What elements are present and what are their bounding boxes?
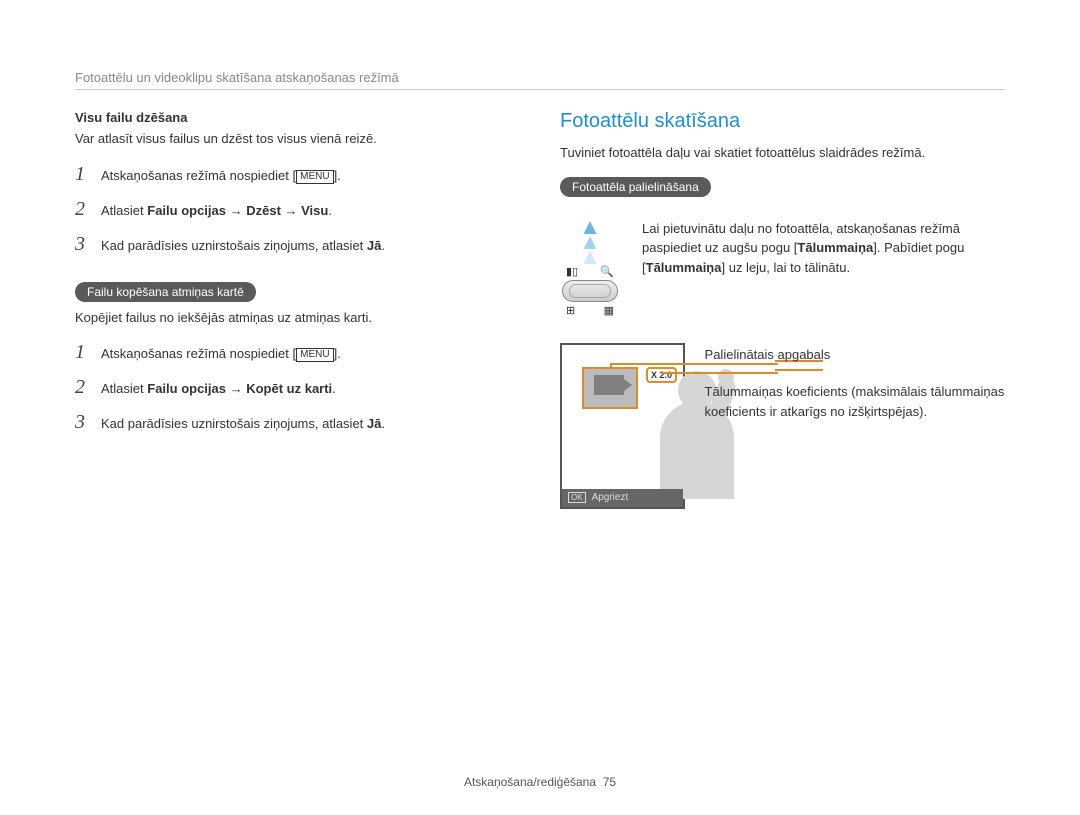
leader-line [610,363,778,365]
step-number: 1 [75,163,101,186]
crop-label: Apgriezt [592,492,629,503]
callouts: Palielinātais apgabals Tālummaiņas koefi… [705,343,1005,422]
step-text: Kad parādīsies uznirstošais ziņojums, at… [101,236,520,256]
step-text: Atskaņošanas režīmā nospiediet [MENU]. [101,344,520,364]
preview-bottom-bar: OK Apgriezt [562,489,683,507]
ok-label: OK [568,492,586,503]
step-number: 2 [75,198,101,221]
bold-yes: Jā [367,238,381,253]
text: Kad parādīsies uznirstošais ziņojums, at… [101,238,367,253]
bold-yes: Jā [367,416,381,431]
step-2: 2 Atlasiet Failu opcijas → Kopēt uz kart… [75,376,520,399]
camera-preview: X 2.0 OK Apgriezt [560,343,685,509]
callout-zoom-factor: Tālummaiņas koeficients (maksimālais tāl… [705,382,1005,421]
step-3: 3 Kad parādīsies uznirstošais ziņojums, … [75,233,520,256]
text: . [381,416,385,431]
delete-all-intro: Var atlasīt visus failus un dzēst tos vi… [75,129,520,149]
step-number: 3 [75,411,101,434]
section-intro: Tuviniet fotoattēla daļu vai skatiet fot… [560,143,1005,163]
text: Kad parādīsies uznirstošais ziņojums, at… [101,416,367,431]
bold-path: Failu opcijas → Kopēt uz karti [147,381,332,396]
bold: Tālummaiņa [646,260,722,275]
footer-label: Atskaņošana/rediģēšana [464,775,596,789]
zoom-description: Lai pietuvinātu daļu no fotoattēla, atsk… [642,219,1005,317]
copy-steps: 1 Atskaņošanas režīmā nospiediet [MENU].… [75,341,520,434]
text: Atlasiet [101,203,147,218]
preview-with-callouts: X 2.0 OK Apgriezt Palielinātais apgabals… [560,343,1005,509]
step-3: 3 Kad parādīsies uznirstošais ziņojums, … [75,411,520,434]
zoom-rocker [562,280,618,302]
two-column-layout: Visu failu dzēšana Var atlasīt visus fai… [75,110,1005,509]
leader-line [775,369,823,371]
copy-intro: Kopējiet failus no iekšējās atmiņas uz a… [75,308,520,328]
text: ] uz leju, lai to tālinātu. [721,260,850,275]
bold: Tālummaiņa [797,240,873,255]
step-1: 1 Atskaņošanas režīmā nospiediet [MENU]. [75,163,520,186]
zoom-control-illustration: ▲ ▲ ▲ ▮▯ 🔍 ⊞ ▦ [560,219,620,317]
step-text: Atskaņošanas režīmā nospiediet [MENU]. [101,166,520,186]
text: . [332,381,336,396]
zoom-instruction-row: ▲ ▲ ▲ ▮▯ 🔍 ⊞ ▦ Lai pietuvinātu daļu no f… [560,219,1005,317]
delete-all-steps: 1 Atskaņošanas režīmā nospiediet [MENU].… [75,163,520,256]
battery-icon: ▮▯ [566,265,578,278]
step-2: 2 Atlasiet Failu opcijas → Dzēst → Visu. [75,198,520,221]
callout-enlarged-area: Palielinātais apgabals [705,345,1005,365]
text: . [328,203,332,218]
bold-path: Failu opcijas → Dzēst → Visu [147,203,328,218]
step-1: 1 Atskaņošanas režīmā nospiediet [MENU]. [75,341,520,364]
step-text: Kad parādīsies uznirstošais ziņojums, at… [101,414,520,434]
thumb-icon: ▦ [604,304,614,317]
zoom-factor-badge: X 2.0 [646,367,677,383]
enlarge-rectangle [582,367,638,409]
menu-button-label: MENU [296,170,333,184]
copy-files-pill: Failu kopēšana atmiņas kartē [75,282,256,302]
text: Atskaņošanas režīmā nospiediet [ [101,168,296,183]
magnifier-icon: 🔍 [600,265,614,278]
left-column: Visu failu dzēšana Var atlasīt visus fai… [75,110,520,509]
step-text: Atlasiet Failu opcijas → Dzēst → Visu. [101,201,520,221]
page-footer: Atskaņošana/rediģēšana 75 [0,775,1080,789]
page-header: Fotoattēlu un videoklipu skatīšana atska… [75,70,1005,90]
leader-line [662,372,778,374]
step-number: 3 [75,233,101,256]
section-title: Fotoattēlu skatīšana [560,110,1005,133]
step-number: 2 [75,376,101,399]
icon-row-bottom: ⊞ ▦ [563,304,617,317]
text: Atlasiet [101,381,147,396]
right-column: Fotoattēlu skatīšana Tuviniet fotoattēla… [560,110,1005,509]
enlarge-pill: Fotoattēla palielināšana [560,177,711,197]
delete-all-heading: Visu failu dzēšana [75,110,520,125]
text: Atskaņošanas režīmā nospiediet [ [101,346,296,361]
menu-button-label: MENU [296,348,333,362]
arrow-up-icon: ▲ [579,249,601,264]
page: Fotoattēlu un videoklipu skatīšana atska… [0,0,1080,509]
text: ]. [334,346,341,361]
grid-icon: ⊞ [566,304,575,317]
text: . [381,238,385,253]
step-text: Atlasiet Failu opcijas → Kopēt uz karti. [101,379,520,399]
step-number: 1 [75,341,101,364]
text: ]. [334,168,341,183]
page-number: 75 [603,775,616,789]
